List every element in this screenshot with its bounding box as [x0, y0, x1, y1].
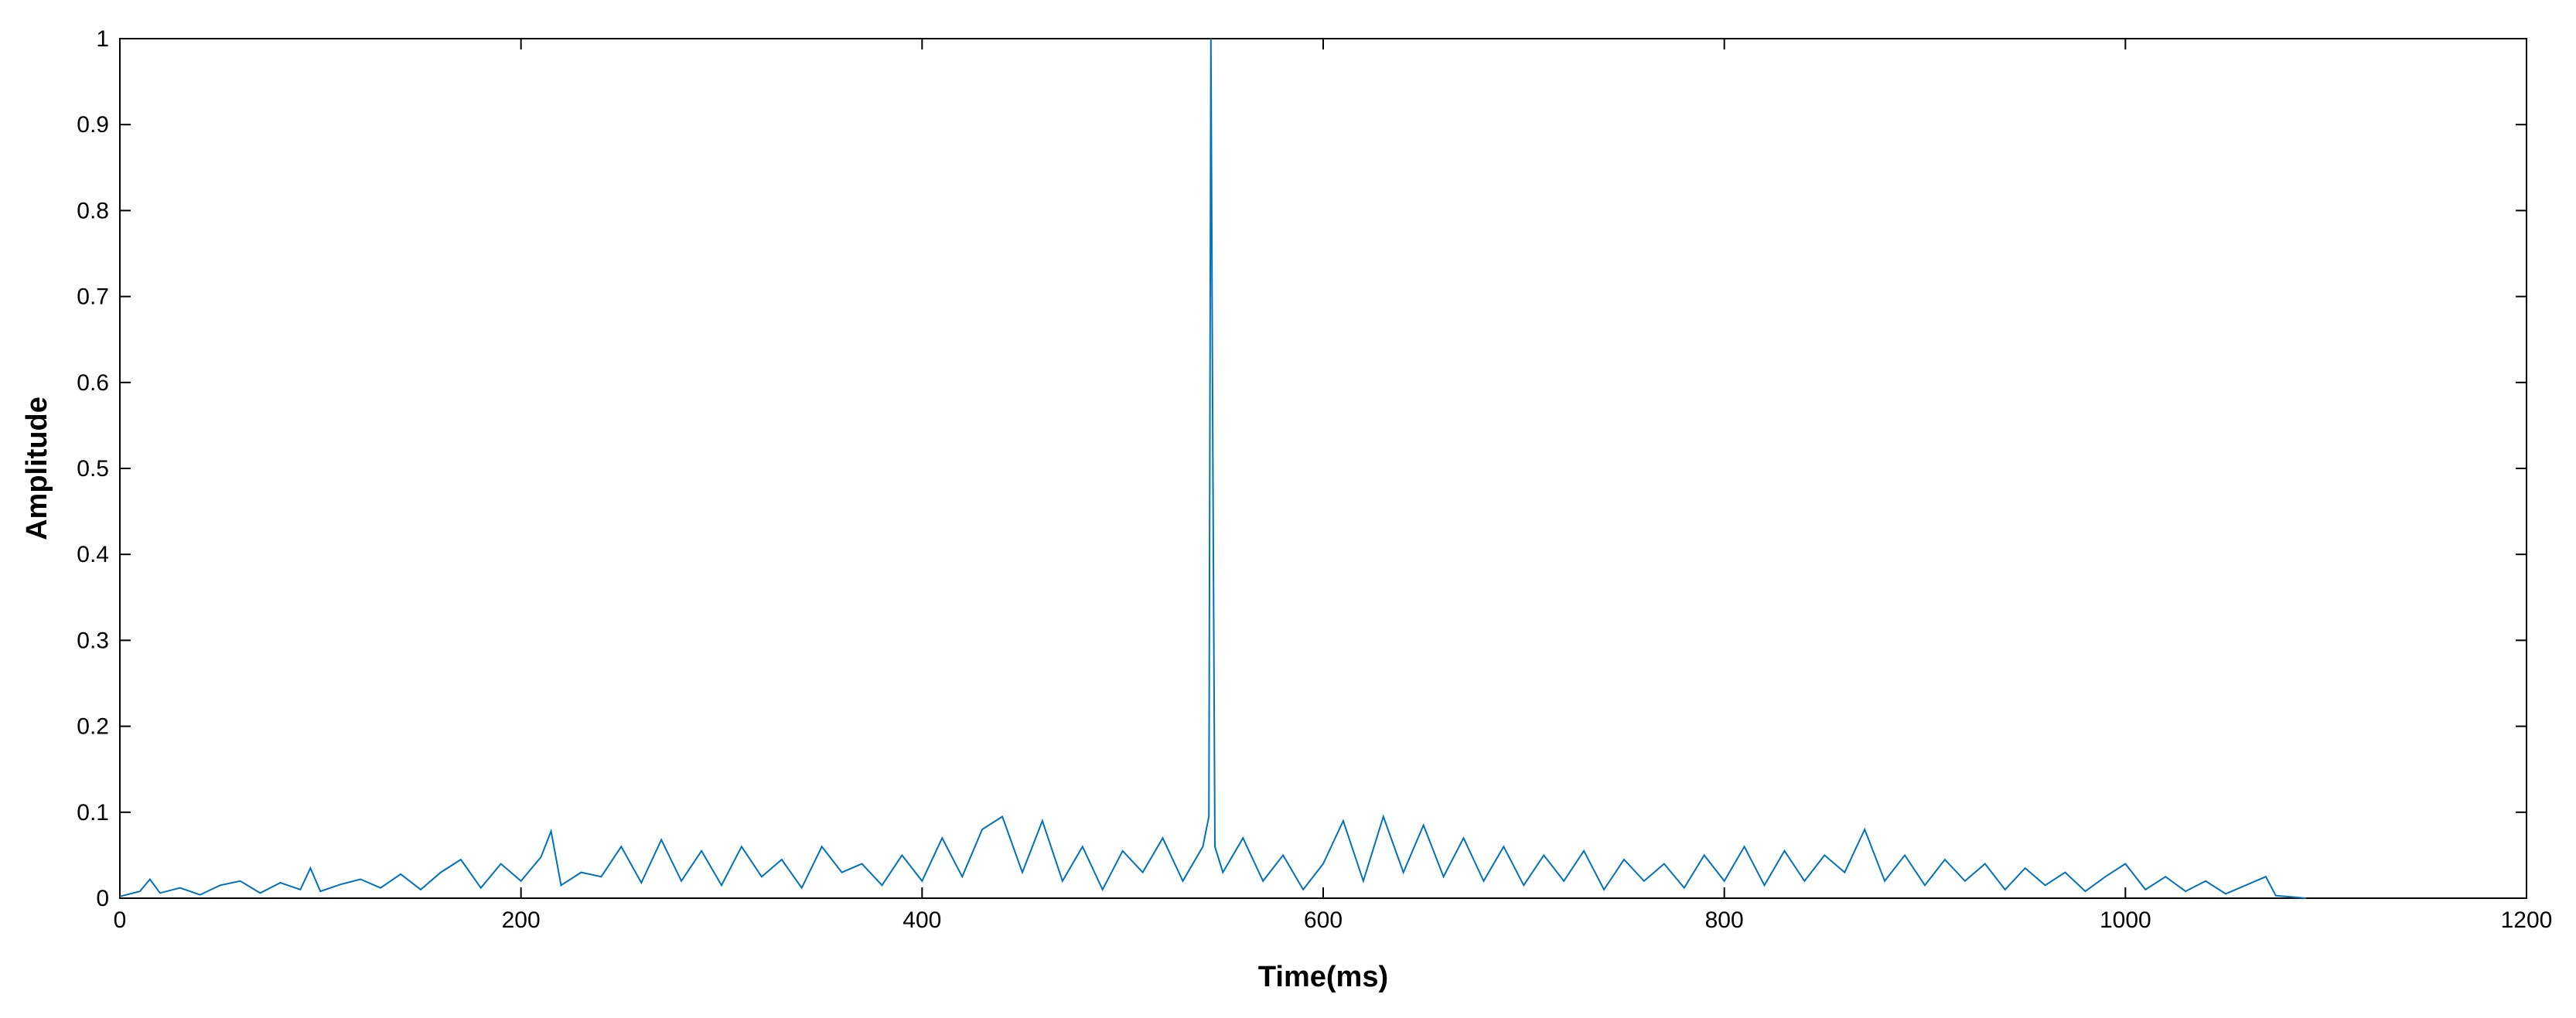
y-tick-label: 0.8	[77, 198, 109, 223]
y-tick-label: 0.2	[77, 714, 109, 740]
x-tick-label: 400	[902, 907, 941, 933]
x-tick-label: 1200	[2501, 907, 2553, 933]
y-tick-label: 0.5	[77, 456, 109, 482]
x-tick-label: 1000	[2100, 907, 2151, 933]
y-tick-label: 0.6	[77, 370, 109, 396]
y-tick-label: 0.3	[77, 628, 109, 653]
y-tick-label: 0.1	[77, 800, 109, 826]
x-tick-label: 200	[502, 907, 541, 933]
y-tick-label: 0	[96, 886, 109, 911]
y-tick-label: 1	[96, 26, 109, 52]
y-tick-label: 0.7	[77, 284, 109, 310]
y-axis-ticks: 0 0.1 0.2 0.3 0.4 0.5 0.6 0.7 0.8 0.9 1	[77, 26, 2527, 911]
x-tick-label: 800	[1705, 907, 1744, 933]
x-axis-title: Time(ms)	[1258, 961, 1388, 993]
x-tick-label: 600	[1304, 907, 1343, 933]
series-layer	[119, 38, 2306, 899]
y-tick-label: 0.4	[77, 542, 109, 567]
x-tick-label: 0	[114, 907, 127, 933]
y-axis-title: Amplitude	[21, 397, 53, 540]
plot-area	[119, 38, 2527, 899]
series-line	[119, 38, 2306, 899]
y-tick-label: 0.9	[77, 112, 109, 138]
x-axis-ticks: 0 200 400 600 800 1000 1200	[114, 39, 2553, 933]
